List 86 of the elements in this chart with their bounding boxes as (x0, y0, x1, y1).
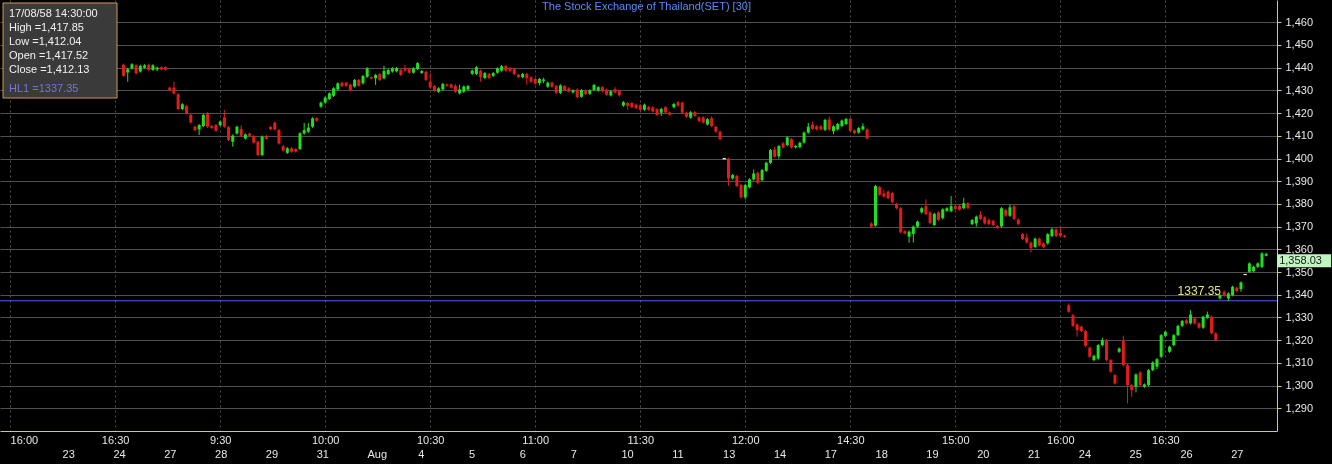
ref-line-label: 1337.35 (1177, 283, 1222, 298)
text: 25 (1129, 448, 1142, 460)
text: 7 (570, 448, 577, 460)
candlestick (949, 195, 953, 213)
text: 28 (215, 448, 228, 460)
x-tick-label: 14:30 (837, 433, 865, 446)
x-tick-label: 16:30 (1152, 433, 1180, 446)
y-tick-label: 1,460 (1285, 15, 1314, 28)
x-tick-label: 10:30 (416, 433, 445, 446)
text: 5 (469, 448, 476, 460)
candlestick (781, 141, 785, 150)
text: 14 (773, 448, 787, 460)
text: 18 (875, 448, 888, 460)
annotation: Low =1,412.04 (9, 35, 82, 47)
x-tick-label: 12:00 (732, 433, 760, 446)
candlestick (819, 124, 823, 132)
candlestick (1210, 315, 1214, 335)
candlestick (260, 135, 264, 157)
x-tick-label: 16:00 (10, 433, 39, 446)
y-tick-label: 1,290 (1285, 401, 1314, 414)
y-tick-label: 1,450 (1285, 38, 1314, 51)
text: 23 (62, 448, 75, 460)
y-tick-label: 1,360 (1285, 242, 1314, 255)
candlestick (882, 189, 886, 199)
text: 27 (1231, 448, 1244, 460)
x-tick-label: 11:00 (522, 433, 550, 446)
annotation: Open =1,417.52 (9, 49, 89, 61)
x-tick-label: 16:00 (1047, 433, 1075, 446)
candlestick (651, 105, 655, 114)
text: 6 (519, 448, 526, 460)
candlestick (1218, 293, 1222, 301)
text: 26 (1180, 448, 1193, 460)
y-tick-label: 1,320 (1285, 333, 1314, 346)
annotation: High =1,417.85 (9, 21, 84, 33)
candlestick (726, 157, 730, 187)
candlestick (924, 198, 928, 216)
y-tick-label: 1,330 (1285, 310, 1314, 323)
candlestick (861, 122, 865, 132)
y-tick-label: 1,390 (1285, 174, 1314, 187)
candlestick (613, 86, 617, 95)
text: 29 (265, 448, 279, 460)
candlestick (1105, 338, 1109, 362)
text: 20 (977, 448, 990, 460)
candlestick (1000, 206, 1004, 229)
annotation: Close =1,412.13 (9, 63, 90, 75)
y-tick-label: 1,380 (1285, 197, 1314, 210)
y-tick-label: 1,370 (1285, 220, 1314, 233)
text: 24 (113, 448, 126, 460)
x-tick-label: 15:00 (942, 433, 970, 446)
text: 27 (164, 448, 177, 460)
text: 4 (418, 448, 425, 460)
y-tick-label: 1,430 (1285, 83, 1314, 96)
candlestick (907, 229, 911, 244)
x-tick-label: 10:00 (311, 433, 340, 446)
annotation: 17/08/58 14:30:00 (9, 7, 98, 19)
candlestick (571, 88, 575, 95)
text: 31 (316, 448, 329, 460)
text: 24 (1078, 448, 1092, 460)
text: 1,358.03 (1279, 253, 1322, 266)
candlestick (403, 64, 407, 73)
y-tick-label: 1,350 (1285, 265, 1314, 278)
candlestick (1075, 322, 1079, 338)
text: Aug (367, 448, 388, 460)
annotation: HL1 =1337.35 (9, 82, 79, 94)
x-tick-label: 9:30 (209, 433, 232, 446)
y-tick-label: 1,300 (1285, 379, 1314, 392)
y-tick-label: 1,400 (1285, 152, 1314, 164)
text: 17 (824, 448, 837, 460)
y-tick-label: 1,310 (1285, 356, 1314, 369)
candlestick (1159, 333, 1163, 359)
chart-title: The Stock Exchange of Thailand(SET) [30] (542, 0, 751, 12)
y-tick-label: 1,420 (1285, 106, 1314, 119)
candlestick (466, 84, 470, 92)
candlestick (1134, 372, 1138, 393)
y-tick-label: 1,340 (1285, 288, 1314, 301)
text: 10 (621, 448, 634, 460)
text: 21 (1027, 448, 1041, 460)
y-tick-label: 1,440 (1285, 61, 1314, 74)
text: 13 (723, 448, 736, 460)
x-tick-label: 11:30 (627, 433, 655, 446)
candlestick (172, 81, 176, 95)
y-tick-label: 1,410 (1285, 129, 1314, 142)
candlestick (1126, 363, 1130, 405)
x-tick-label: 16:30 (101, 433, 130, 446)
text: 11 (672, 448, 684, 460)
text: 19 (926, 448, 939, 460)
